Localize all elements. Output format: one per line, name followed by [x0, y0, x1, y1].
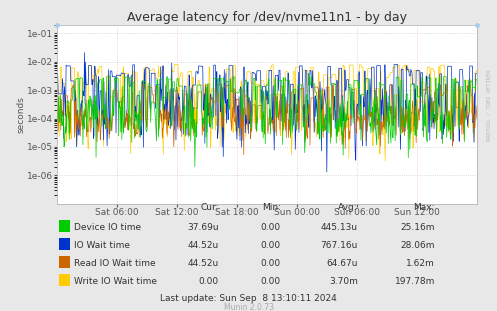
Text: 0.00: 0.00	[261, 223, 281, 232]
Text: Avg:: Avg:	[338, 203, 358, 212]
Text: 25.16m: 25.16m	[401, 223, 435, 232]
Text: 767.16u: 767.16u	[321, 241, 358, 250]
Text: 0.00: 0.00	[199, 277, 219, 286]
Text: Cur:: Cur:	[200, 203, 219, 212]
Text: 64.67u: 64.67u	[327, 259, 358, 268]
Y-axis label: seconds: seconds	[16, 96, 25, 133]
Text: 0.00: 0.00	[261, 277, 281, 286]
Text: 0.00: 0.00	[261, 259, 281, 268]
Text: Last update: Sun Sep  8 13:10:11 2024: Last update: Sun Sep 8 13:10:11 2024	[160, 294, 337, 303]
Text: 1.62m: 1.62m	[406, 259, 435, 268]
Text: Munin 2.0.73: Munin 2.0.73	[224, 304, 273, 311]
Text: 197.78m: 197.78m	[395, 277, 435, 286]
Title: Average latency for /dev/nvme11n1 - by day: Average latency for /dev/nvme11n1 - by d…	[127, 11, 407, 24]
Text: Write IO Wait time: Write IO Wait time	[74, 277, 157, 286]
Text: 3.70m: 3.70m	[329, 277, 358, 286]
Text: 44.52u: 44.52u	[187, 241, 219, 250]
Text: Read IO Wait time: Read IO Wait time	[74, 259, 155, 268]
Text: RRDTOOL / TOBI OETIKER: RRDTOOL / TOBI OETIKER	[486, 70, 491, 142]
Text: Device IO time: Device IO time	[74, 223, 141, 232]
Text: 445.13u: 445.13u	[321, 223, 358, 232]
Text: 44.52u: 44.52u	[187, 259, 219, 268]
Text: IO Wait time: IO Wait time	[74, 241, 130, 250]
Text: 0.00: 0.00	[261, 241, 281, 250]
Text: Min:: Min:	[262, 203, 281, 212]
Text: Max:: Max:	[414, 203, 435, 212]
Text: 37.69u: 37.69u	[187, 223, 219, 232]
Text: 28.06m: 28.06m	[401, 241, 435, 250]
